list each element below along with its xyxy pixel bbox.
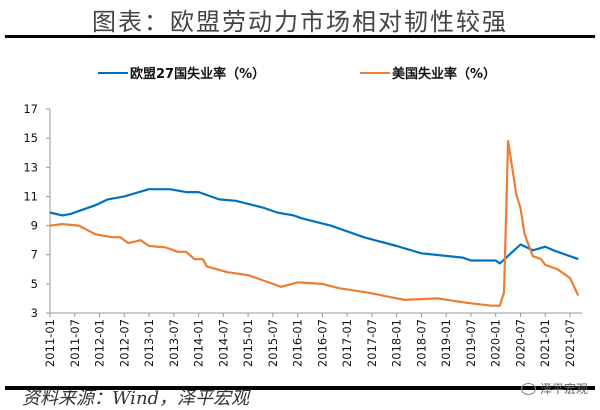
x-tick-label: 2015-07: [266, 319, 280, 367]
source-note: 资料来源：Wind，泽平宏观: [22, 388, 250, 409]
y-tick-label: 7: [31, 248, 38, 262]
chart-title: 图表：欧盟劳动力市场相对韧性较强: [92, 8, 508, 36]
axes: 3 5 7 9 11 13 15 17 2011-01 2011-07 2012-01 2012-07…: [23, 102, 583, 367]
x-tick-label: 2012-07: [117, 319, 131, 367]
wechat-icon: [520, 382, 536, 395]
y-tick-label: 3: [31, 306, 38, 320]
watermark: 泽平宏观: [520, 380, 588, 397]
y-tick-label: 15: [23, 131, 38, 145]
y-tick-label: 13: [23, 160, 38, 174]
x-tick-label: 2014-07: [216, 319, 230, 367]
y-tick-label: 5: [31, 277, 38, 291]
x-tick-label: 2020-07: [513, 319, 527, 367]
legend-label-eu: 欧盟27国失业率（%）: [130, 66, 265, 82]
x-tick-label: 2019-01: [439, 319, 453, 367]
x-tick-label: 2012-01: [93, 319, 107, 367]
title-rule: [5, 35, 595, 38]
legend-label-us: 美国失业率（%）: [392, 66, 496, 82]
series-line-eu: [49, 188, 579, 265]
source-rule: [5, 386, 595, 390]
x-tick-label: 2018-01: [390, 319, 404, 367]
x-tick-label: 2015-01: [241, 319, 255, 367]
x-tick-label: 2020-01: [489, 319, 503, 367]
series-line-us: [49, 140, 580, 307]
y-tick-label: 17: [23, 102, 38, 116]
watermark-text: 泽平宏观: [539, 382, 588, 396]
x-tick-label: 2013-01: [142, 319, 156, 367]
x-tick-label: 2021-01: [538, 319, 552, 367]
x-tick-label: 2017-07: [365, 319, 379, 367]
x-tick-label: 2021-07: [563, 319, 577, 367]
x-tick-label: 2011-01: [43, 319, 57, 367]
x-tick-label: 2013-07: [167, 319, 181, 367]
x-tick-label: 2017-01: [340, 319, 354, 367]
x-tick-label: 2019-07: [464, 319, 478, 367]
y-tick-label: 9: [31, 219, 38, 233]
x-tick-label: 2014-01: [192, 319, 206, 367]
y-tick-label: 11: [23, 189, 38, 203]
legend: 欧盟27国失业率（%） 美国失业率（%）: [98, 66, 496, 82]
x-tick-label: 2016-01: [291, 319, 305, 367]
x-tick-label: 2018-07: [414, 319, 428, 367]
x-tick-label: 2016-07: [315, 319, 329, 367]
series-lines: [49, 140, 580, 307]
x-tick-label: 2011-07: [68, 319, 82, 367]
